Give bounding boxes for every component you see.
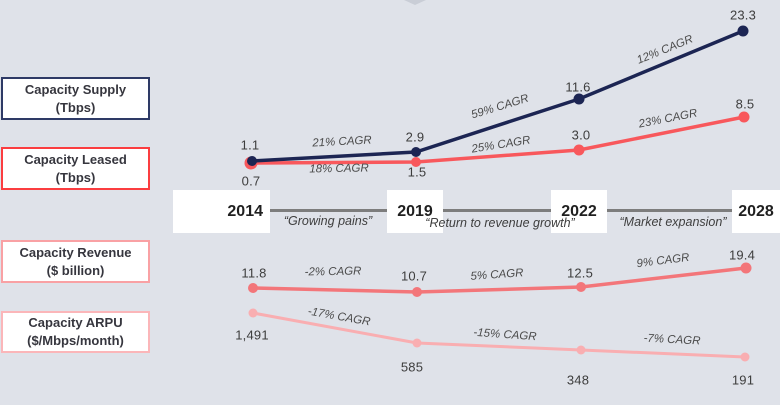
arpu-line [248,308,750,362]
timeline-year-2014: 2014 [173,190,270,233]
timeline-phase-return-to-revenue-growth: “Return to revenue growth” [425,216,575,230]
revenue-value-2022: 12.5 [566,265,594,281]
data-point-revenue-2022 [576,282,586,292]
data-point-arpu-2014 [248,308,258,318]
legend-box-capacity-arpu: Capacity ARPU ($/Mbps/month) [1,311,150,353]
supply-value-2028: 23.3 [729,7,757,23]
legend-box-capacity-leased: Capacity Leased (Tbps) [1,147,150,190]
data-point-revenue-2028 [740,262,752,274]
leased-value-2019: 1.5 [407,164,427,180]
legend-label: Capacity Supply [24,81,127,97]
timeline-axis [200,209,780,212]
leased-value-2022: 3.0 [571,127,591,143]
supply-value-2014: 1.1 [240,137,260,153]
supply-line [247,25,749,166]
arpu-value-2028: 191 [731,372,755,388]
leased-cagr-2014-2019: 18% CAGR [309,162,369,176]
revenue-cagr-2014-2019: -2% CAGR [304,265,362,279]
legend-box-capacity-revenue: Capacity Revenue ($ billion) [1,240,150,283]
data-point-arpu-2022 [576,345,586,355]
revenue-value-2014: 11.8 [241,265,267,281]
revenue-value-2028: 19.4 [728,247,756,263]
data-point-leased-2019 [411,157,421,167]
arpu-value-2019: 585 [400,359,424,375]
arpu-value-2014: 1,491 [235,327,269,343]
data-point-supply-2022 [573,93,585,105]
legend-box-capacity-supply: Capacity Supply (Tbps) [1,77,150,120]
legend-unit: (Tbps) [55,169,96,185]
cropped-title-artifact [404,0,426,5]
leased-value-2014: 0.7 [241,173,261,189]
timeline-year-2019: 2019 [387,190,443,233]
data-point-supply-2028 [737,25,749,37]
data-point-revenue-2019 [412,287,422,297]
data-point-supply-2019 [411,147,421,157]
leased-value-2028: 8.5 [735,96,755,112]
data-point-leased-2022 [573,144,585,156]
revenue-value-2019: 10.7 [400,268,428,284]
legend-label: Capacity ARPU [28,315,123,331]
supply-value-2022: 11.6 [565,79,591,95]
legend-unit: ($/Mbps/month) [27,333,124,348]
timeline-phase-market-expansion: “Market expansion” [619,215,727,229]
legend-unit: ($ billion) [46,262,105,278]
data-point-revenue-2014 [248,283,258,293]
data-point-arpu-2019 [412,338,422,348]
data-point-leased-2028 [738,111,750,123]
revenue-line [248,262,752,297]
timeline-phase-growing-pains: “Growing pains” [283,214,373,228]
legend-label: Capacity Revenue [19,244,132,260]
supply-value-2019: 2.9 [405,129,425,145]
timeline-year-2028: 2028 [732,190,780,233]
data-point-supply-2014 [247,156,257,166]
timeline-year-2022: 2022 [551,190,607,233]
legend-label: Capacity Leased [24,151,127,167]
data-point-arpu-2028 [740,352,750,362]
arpu-value-2022: 348 [566,372,590,388]
legend-unit: (Tbps) [55,99,96,115]
